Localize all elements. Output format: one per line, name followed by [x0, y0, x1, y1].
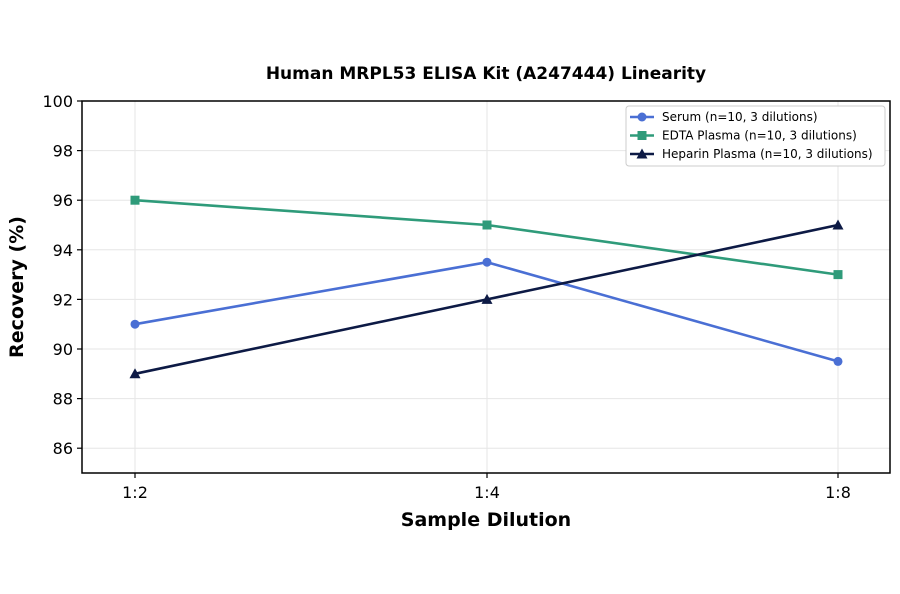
data-point [130, 319, 140, 329]
data-point [130, 195, 140, 205]
series-1 [130, 195, 843, 280]
y-axis: 86 88 90 92 94 96 98 100 [42, 92, 82, 458]
legend: Serum (n=10, 3 dilutions) EDTA Plasma (n=… [625, 105, 886, 167]
legend-marker [637, 131, 647, 140]
y-tick-label: 96 [53, 191, 73, 210]
data-point [129, 368, 141, 379]
data-point [482, 257, 492, 267]
legend-label: Serum (n=10, 3 dilutions) [662, 110, 818, 124]
legend-item: EDTA Plasma (n=10, 3 dilutions) [630, 129, 857, 143]
legend-box [625, 105, 886, 167]
y-tick-label: 92 [53, 290, 73, 309]
data-point [833, 270, 843, 280]
legend-label: EDTA Plasma (n=10, 3 dilutions) [662, 129, 857, 143]
y-tick-label: 88 [53, 390, 73, 409]
legend-item: Heparin Plasma (n=10, 3 dilutions) [630, 147, 873, 161]
x-axis: 1:2 1:4 1:8 [122, 473, 851, 502]
data-point [832, 219, 844, 230]
x-tick-label: 1:4 [474, 483, 500, 502]
data-point [481, 293, 493, 304]
legend-item: Serum (n=10, 3 dilutions) [630, 110, 818, 124]
y-tick-label: 94 [53, 241, 73, 260]
y-tick-label: 86 [53, 439, 73, 458]
y-tick-label: 100 [42, 92, 73, 111]
chart-title: Human MRPL53 ELISA Kit (A247444) Lineari… [266, 64, 706, 84]
data-point [482, 220, 492, 230]
y-tick-label: 98 [53, 142, 73, 161]
legend-marker [637, 112, 647, 122]
y-tick-label: 90 [53, 340, 73, 359]
plot-frame [81, 100, 891, 474]
legend-label: Heparin Plasma (n=10, 3 dilutions) [662, 147, 873, 161]
legend-marker [636, 148, 648, 159]
x-axis-label: Sample Dilution [401, 509, 571, 531]
plot-area [81, 100, 891, 474]
x-tick-label: 1:2 [122, 483, 148, 502]
series-0 [130, 257, 843, 366]
x-tick-label: 1:8 [825, 483, 851, 502]
y-axis-label: Recovery (%) [6, 216, 28, 358]
data-point [833, 356, 843, 366]
series-2 [129, 219, 844, 379]
